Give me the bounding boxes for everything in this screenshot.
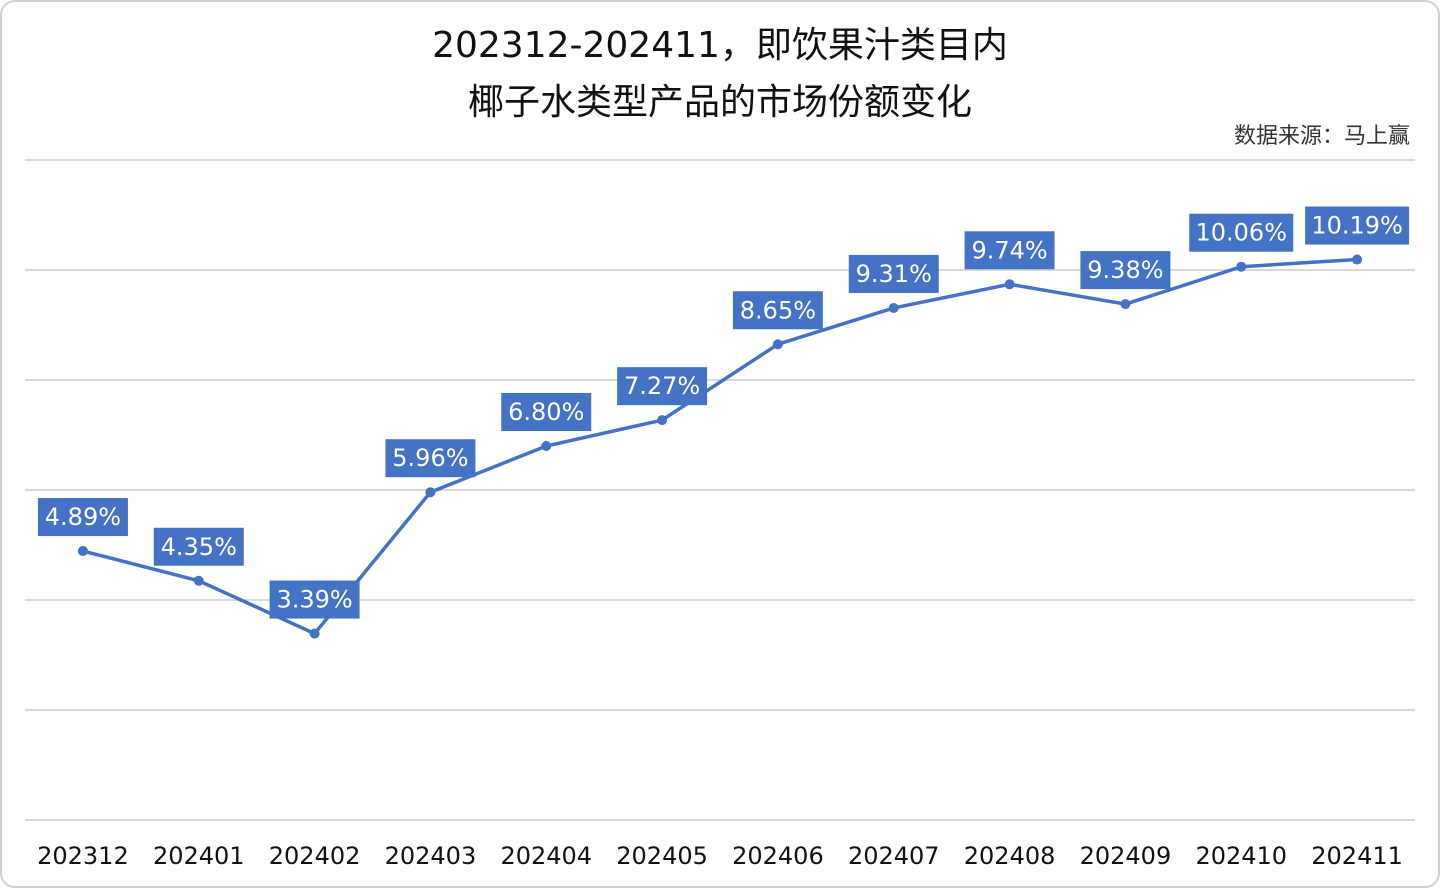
point bbox=[888, 302, 899, 313]
point bbox=[1236, 261, 1247, 272]
point bbox=[77, 546, 88, 557]
value-label-box bbox=[732, 291, 823, 330]
value-label: 9.74% bbox=[971, 236, 1047, 264]
chart-title: 椰子水类型产品的市场份额变化 bbox=[468, 82, 972, 123]
value-label: 10.19% bbox=[1311, 212, 1403, 240]
value-label: 3.39% bbox=[276, 586, 352, 614]
point bbox=[772, 339, 783, 350]
value-label: 4.35% bbox=[161, 533, 237, 561]
value-label-box bbox=[1080, 251, 1171, 290]
x-tick-label: 202411 bbox=[1311, 842, 1403, 870]
source-note: 数据来源：马上赢 bbox=[1234, 124, 1410, 149]
value-label-box bbox=[617, 367, 708, 406]
x-tick-label: 202401 bbox=[153, 842, 245, 870]
value-label-box bbox=[269, 580, 360, 619]
point bbox=[1352, 254, 1363, 265]
value-label: 6.80% bbox=[508, 398, 584, 426]
value-label-box bbox=[964, 231, 1055, 270]
x-tick-label: 202409 bbox=[1080, 842, 1172, 870]
chart-title: 202312-202411，即饮果汁类目内 bbox=[432, 25, 1008, 66]
x-tick-label: 202312 bbox=[37, 842, 129, 870]
x-tick-label: 202405 bbox=[616, 842, 708, 870]
value-label: 4.89% bbox=[45, 503, 121, 531]
point bbox=[657, 415, 668, 426]
value-label: 9.31% bbox=[856, 260, 932, 288]
value-label-box bbox=[385, 439, 476, 478]
value-label-box bbox=[1305, 206, 1410, 245]
point bbox=[1004, 279, 1015, 290]
x-tick-label: 202407 bbox=[848, 842, 940, 870]
x-tick-label: 202404 bbox=[500, 842, 592, 870]
x-tick-label: 202403 bbox=[385, 842, 477, 870]
value-label-box bbox=[848, 254, 939, 293]
point bbox=[193, 575, 204, 586]
x-tick-label: 202408 bbox=[964, 842, 1056, 870]
value-label: 7.27% bbox=[624, 372, 700, 400]
series-line bbox=[82, 257, 1358, 636]
x-tick-label: 202410 bbox=[1195, 842, 1287, 870]
point bbox=[541, 441, 552, 451]
point bbox=[1120, 299, 1131, 310]
value-label-box bbox=[501, 393, 592, 431]
point bbox=[309, 628, 320, 639]
value-label: 9.38% bbox=[1087, 256, 1163, 284]
x-tick-label: 202402 bbox=[269, 842, 361, 870]
point bbox=[425, 487, 436, 498]
value-label-box bbox=[153, 527, 244, 566]
value-label: 8.65% bbox=[740, 296, 816, 324]
value-label: 10.06% bbox=[1195, 219, 1287, 247]
value-label: 5.96% bbox=[392, 444, 468, 472]
value-label-box bbox=[1189, 213, 1294, 252]
value-label-box bbox=[37, 498, 128, 537]
x-tick-label: 202406 bbox=[732, 842, 824, 870]
